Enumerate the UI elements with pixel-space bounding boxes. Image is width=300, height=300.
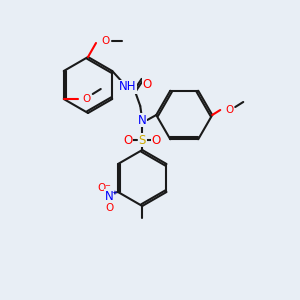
- Text: O: O: [142, 77, 152, 91]
- Text: O: O: [106, 203, 114, 213]
- Text: O: O: [102, 36, 110, 46]
- Text: O: O: [98, 183, 106, 193]
- Text: N: N: [105, 190, 113, 202]
- Text: S: S: [139, 134, 146, 146]
- Text: −: −: [104, 183, 110, 189]
- Text: NH: NH: [118, 80, 136, 94]
- Text: O: O: [82, 94, 91, 104]
- Text: O: O: [124, 134, 133, 146]
- Text: O: O: [225, 105, 233, 115]
- Text: +: +: [111, 190, 117, 196]
- Text: N: N: [138, 113, 147, 127]
- Text: O: O: [152, 134, 161, 146]
